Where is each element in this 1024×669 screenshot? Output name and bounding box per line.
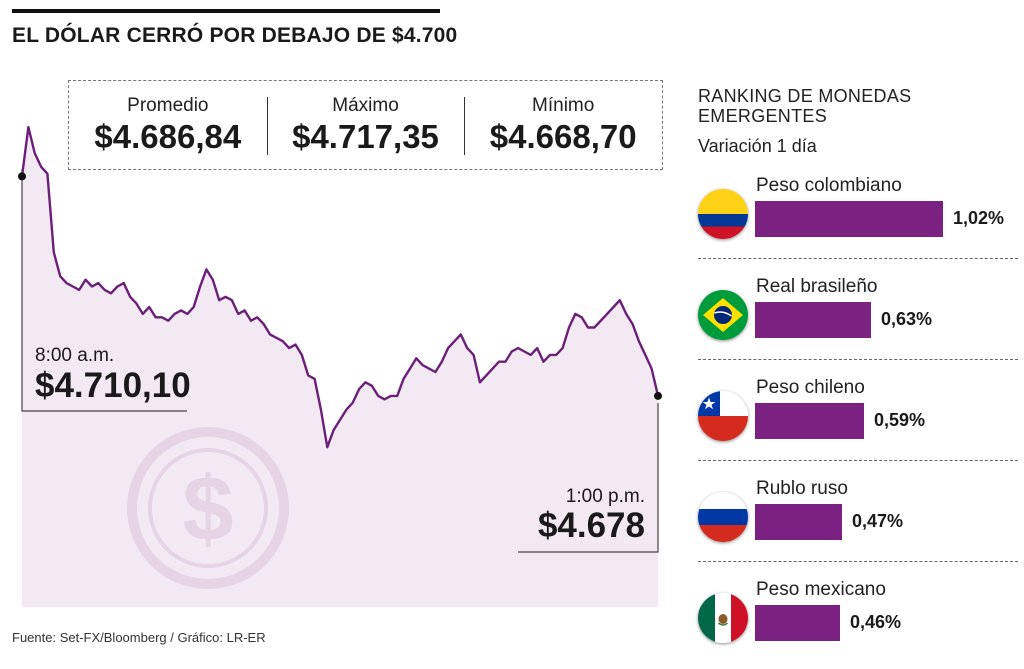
ranking-name: Peso chileno bbox=[756, 377, 865, 398]
ranking-name: Rublo ruso bbox=[756, 478, 848, 499]
ranking-pct: 1,02% bbox=[953, 208, 1005, 228]
stat-maximum: Máximo $4.717,35 bbox=[266, 81, 465, 169]
ranking-pct: 0,46% bbox=[850, 612, 902, 632]
start-time-label: 8:00 a.m. bbox=[35, 345, 115, 366]
start-price-value: $4.710,10 bbox=[35, 366, 191, 405]
ranking-divider bbox=[698, 359, 1018, 360]
stat-minimum-value: $4.668,70 bbox=[489, 118, 637, 155]
stat-average-label: Promedio bbox=[127, 95, 209, 116]
stat-average: Promedio $4.686,84 bbox=[69, 81, 267, 169]
stat-minimum-label: Mínimo bbox=[532, 95, 595, 116]
start-callout-line bbox=[21, 169, 187, 412]
ranking-bar bbox=[755, 302, 871, 338]
stat-average-value: $4.686,84 bbox=[94, 118, 242, 155]
stat-minimum: Mínimo $4.668,70 bbox=[464, 81, 662, 169]
ranking-pct: 0,59% bbox=[874, 410, 926, 430]
ranking-name: Peso colombiano bbox=[756, 175, 902, 196]
ranking-title: RANKING DE MONEDAS EMERGENTES bbox=[698, 86, 911, 126]
ranking-bar bbox=[755, 605, 840, 641]
source-note: Fuente: Set-FX/Bloomberg / Gráfico: LR-E… bbox=[12, 630, 266, 645]
end-price-value: $4.678 bbox=[537, 506, 645, 545]
brazil-flag-icon bbox=[698, 290, 748, 340]
colombia-flag-icon bbox=[698, 189, 748, 239]
dollar-watermark-icon: $ bbox=[127, 427, 289, 589]
title-rule bbox=[12, 9, 440, 13]
ranking-item-brazil: Real brasileño 0,63% bbox=[698, 276, 1018, 366]
stat-maximum-value: $4.717,35 bbox=[292, 118, 439, 155]
stat-maximum-label: Máximo bbox=[332, 95, 399, 116]
ranking-divider bbox=[698, 258, 1018, 259]
stats-box: Promedio $4.686,84 Máximo $4.717,35 Míni… bbox=[68, 80, 663, 170]
ranking-divider bbox=[698, 561, 1018, 562]
ranking-title-line2: EMERGENTES bbox=[698, 106, 828, 126]
ranking-name: Peso mexicano bbox=[756, 579, 886, 600]
ranking-bar bbox=[755, 403, 864, 439]
russia-flag-icon bbox=[698, 492, 748, 542]
end-time-label: 1:00 p.m. bbox=[565, 486, 645, 507]
ranking-item-russia: Rublo ruso 0,47% bbox=[698, 478, 1018, 568]
end-callout-line bbox=[518, 403, 659, 553]
ranking-pct: 0,63% bbox=[881, 309, 933, 329]
svg-text:$: $ bbox=[182, 458, 233, 560]
ranking-divider bbox=[698, 460, 1018, 461]
start-point bbox=[18, 172, 26, 181]
mexico-flag-icon bbox=[698, 593, 748, 643]
ranking-title-line1: RANKING DE MONEDAS bbox=[698, 86, 912, 106]
ranking-name: Real brasileño bbox=[756, 276, 878, 297]
price-line bbox=[20, 125, 660, 449]
ranking-bar bbox=[755, 504, 842, 540]
ranking-item-chile: Peso chileno 0,59% bbox=[698, 377, 1018, 467]
chart-title: EL DÓLAR CERRÓ POR DEBAJO DE $4.700 bbox=[12, 24, 458, 47]
price-area bbox=[22, 127, 658, 607]
chile-flag-icon bbox=[698, 391, 748, 441]
ranking-item-mexico: Peso mexicano 0,46% bbox=[698, 579, 1018, 669]
end-point bbox=[654, 391, 662, 400]
ranking-bar bbox=[755, 201, 943, 237]
ranking-item-colombia: Peso colombiano 1,02% bbox=[698, 175, 1018, 265]
ranking-subtitle: Variación 1 día bbox=[698, 136, 817, 156]
price-chart: $ bbox=[18, 125, 662, 607]
ranking-pct: 0,47% bbox=[852, 511, 904, 531]
